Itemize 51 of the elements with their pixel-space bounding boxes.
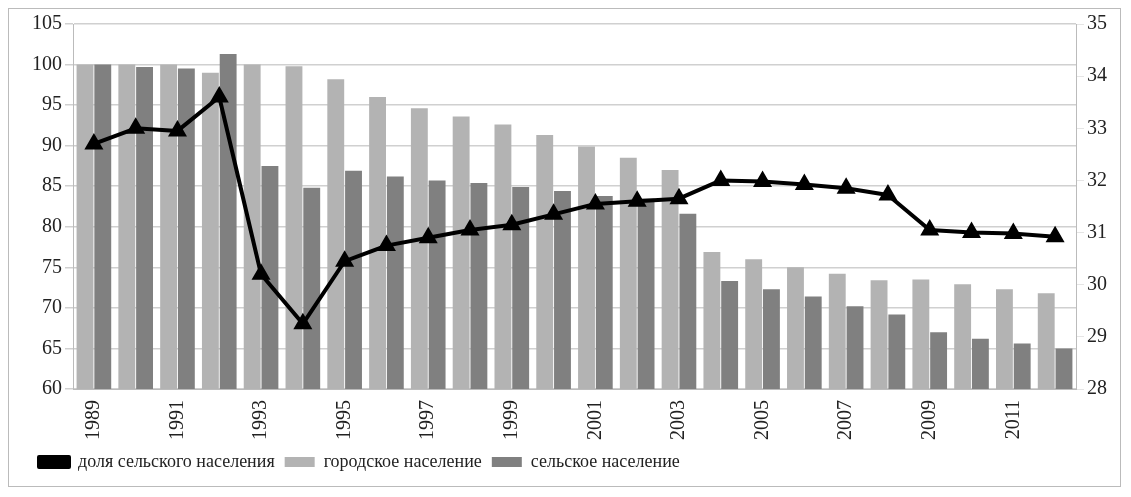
x-tick-label: 2001 — [582, 400, 605, 440]
y2-tick-label: 35 — [1087, 11, 1107, 34]
legend-label: доля сельского населения — [78, 450, 275, 471]
y-tick-label: 105 — [32, 11, 62, 34]
point — [85, 134, 102, 150]
x-tick-label: 1995 — [331, 400, 354, 440]
y2-tick-label: 28 — [1087, 376, 1107, 399]
point — [921, 220, 938, 236]
x-tick-label: 1989 — [81, 400, 104, 440]
y-tick-label: 65 — [42, 335, 62, 358]
x-tick-label: 1997 — [415, 400, 438, 440]
point — [795, 173, 814, 191]
point — [587, 194, 604, 210]
x-tick-label: 1999 — [499, 400, 522, 440]
y-tick-label: 70 — [42, 295, 62, 318]
point — [169, 121, 186, 137]
y-tick-label: 100 — [32, 51, 62, 74]
x-tick-label: 2011 — [1000, 400, 1023, 440]
point — [629, 192, 646, 207]
y-tick-label: 80 — [42, 214, 62, 237]
x-tick-label: 2007 — [833, 400, 856, 440]
point — [838, 179, 855, 194]
legend-label: городское население — [323, 450, 482, 471]
y2-tick-label: 31 — [1087, 219, 1107, 242]
y-tick-label: 75 — [42, 254, 62, 277]
point — [378, 234, 396, 252]
x-tick-label: 2003 — [666, 400, 689, 440]
y-tick-label: 60 — [42, 376, 62, 399]
point — [336, 252, 353, 267]
y2-tick-label: 32 — [1087, 167, 1107, 190]
y2-tick-label: 33 — [1087, 115, 1107, 138]
point — [211, 88, 228, 103]
y2-tick-label: 29 — [1087, 324, 1107, 347]
point — [253, 265, 270, 280]
x-tick-label: 2005 — [749, 400, 772, 440]
point — [461, 220, 479, 236]
point — [962, 221, 981, 239]
point — [754, 172, 771, 187]
x-tick-label: 2009 — [916, 400, 939, 440]
point — [712, 171, 729, 186]
point — [545, 205, 562, 220]
legend-label: сельское население — [530, 450, 680, 471]
y2-tick-label: 34 — [1087, 63, 1107, 86]
y-tick-label: 85 — [42, 173, 62, 196]
x-tick-label: 1993 — [248, 400, 271, 440]
x-tick-label: 1991 — [164, 400, 187, 440]
point — [879, 186, 896, 201]
y2-tick-label: 30 — [1087, 271, 1107, 294]
y-tick-label: 95 — [42, 92, 62, 115]
y-tick-label: 90 — [42, 132, 62, 155]
point — [127, 119, 144, 134]
